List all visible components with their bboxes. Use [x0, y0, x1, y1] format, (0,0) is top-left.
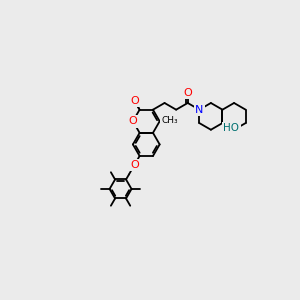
- Text: O: O: [183, 88, 192, 98]
- Text: O: O: [130, 96, 139, 106]
- Text: N: N: [195, 105, 203, 115]
- Text: HO: HO: [223, 123, 239, 133]
- Text: O: O: [128, 116, 137, 126]
- Text: O: O: [130, 160, 139, 170]
- Text: CH₃: CH₃: [162, 116, 178, 125]
